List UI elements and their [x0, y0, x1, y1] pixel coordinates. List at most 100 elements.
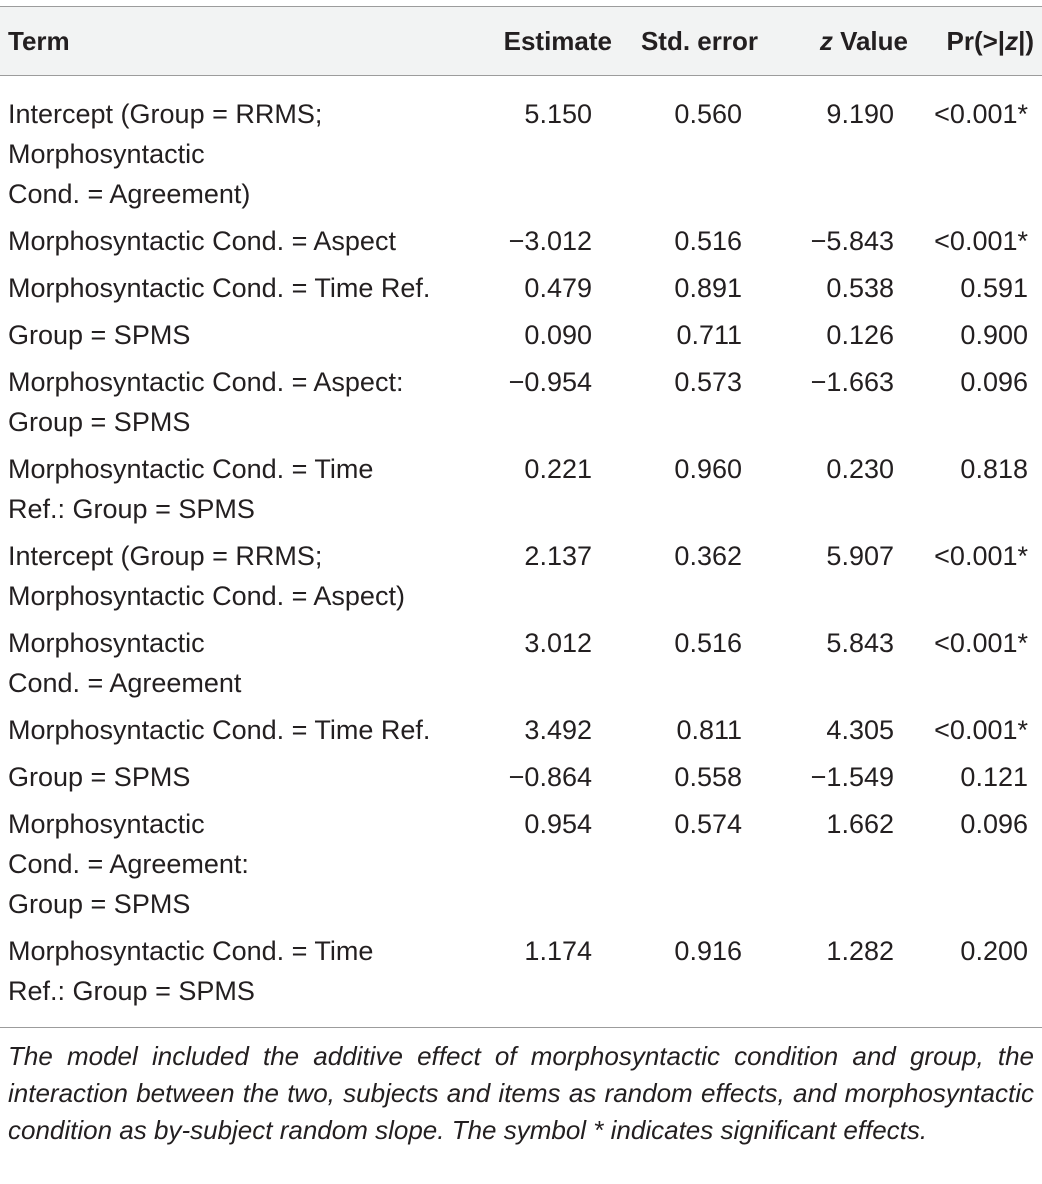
term-line: Morphosyntactic Cond. = Time [8, 454, 374, 484]
cell-term: Morphosyntactic Cond. = Agreement [0, 619, 470, 706]
cell-p-value: <0.001* [934, 99, 1028, 129]
cell-estimate: −3.012 [508, 226, 592, 256]
term-line: Morphosyntactic [8, 139, 205, 169]
term-line: Morphosyntactic Cond. = Time [8, 936, 374, 966]
cell-std-error: 0.573 [674, 367, 742, 397]
term-line: Cond. = Agreement: [8, 849, 249, 879]
results-table-figure: Term Estimate Std. error z Value Pr(>|z|… [0, 6, 1042, 1149]
cell-std-error: 0.916 [674, 936, 742, 966]
table-row: Morphosyntactic Cond. = Aspect: Group = S… [0, 358, 1042, 445]
cell-p-value: 0.096 [960, 367, 1028, 397]
cell-z-value: 9.190 [826, 99, 894, 129]
term-line: Morphosyntactic Cond. = Time Ref. [8, 273, 431, 303]
cell-z-value: −5.843 [810, 226, 894, 256]
table-footnote: The model included the additive effect o… [0, 1027, 1042, 1149]
cell-term: Intercept (Group = RRMS; Morphosyntactic … [0, 532, 470, 619]
header-row: Term Estimate Std. error z Value Pr(>|z|… [0, 6, 1042, 76]
term-line: Morphosyntactic Cond. = Time Ref. [8, 715, 431, 745]
cell-estimate: 3.492 [524, 715, 592, 745]
cell-std-error: 0.516 [674, 628, 742, 658]
term-line: Ref.: Group = SPMS [8, 976, 255, 1006]
cell-estimate: 1.174 [524, 936, 592, 966]
term-line: Group = SPMS [8, 407, 191, 437]
cell-std-error: 0.574 [674, 809, 742, 839]
term-line: Morphosyntactic Cond. = Aspect: [8, 367, 404, 397]
cell-std-error: 0.960 [674, 454, 742, 484]
cell-term: Morphosyntactic Cond. = Time Ref.: Group … [0, 927, 470, 1027]
cell-p-value: 0.900 [960, 320, 1028, 350]
table-row: Morphosyntactic Cond. = Time Ref. 3.492 0.… [0, 706, 1042, 753]
cell-term: Group = SPMS [0, 753, 470, 800]
cell-std-error: 0.891 [674, 273, 742, 303]
cell-estimate: −0.864 [508, 762, 592, 792]
table-row: Morphosyntactic Cond. = Time Ref.: Group … [0, 927, 1042, 1027]
cell-std-error: 0.558 [674, 762, 742, 792]
cell-term: Morphosyntactic Cond. = Time Ref. [0, 264, 470, 311]
cell-p-value: 0.591 [960, 273, 1028, 303]
header-p-prefix: Pr(>| [946, 25, 1006, 56]
cell-z-value: −1.549 [810, 762, 894, 792]
cell-std-error: 0.811 [676, 715, 742, 745]
cell-z-value: 5.843 [826, 628, 894, 658]
header-term: Term [8, 25, 70, 56]
term-line: Morphosyntactic Cond. = Aspect) [8, 581, 405, 611]
term-line: Cond. = Agreement [8, 668, 242, 698]
cell-z-value: 1.282 [826, 936, 894, 966]
table-body: Intercept (Group = RRMS; Morphosyntactic C… [0, 76, 1042, 1028]
cell-z-value: 4.305 [826, 715, 894, 745]
term-line: Intercept (Group = RRMS; [8, 541, 323, 571]
header-p-symbol: z [1005, 25, 1019, 56]
cell-p-value: <0.001* [934, 715, 1028, 745]
table-row: Morphosyntactic Cond. = Aspect −3.012 0.51… [0, 217, 1042, 264]
term-line: Morphosyntactic [8, 628, 205, 658]
term-line: Intercept (Group = RRMS; [8, 99, 323, 129]
cell-z-value: 0.126 [826, 320, 894, 350]
table-header: Term Estimate Std. error z Value Pr(>|z|… [0, 6, 1042, 76]
term-line: Morphosyntactic Cond. = Aspect [8, 226, 396, 256]
table-row: Intercept (Group = RRMS; Morphosyntactic C… [0, 76, 1042, 218]
cell-std-error: 0.362 [674, 541, 742, 571]
cell-p-value: <0.001* [934, 226, 1028, 256]
header-z-label: Value [832, 25, 908, 56]
cell-estimate: 0.954 [524, 809, 592, 839]
term-line: Cond. = Agreement) [8, 179, 251, 209]
cell-estimate: 5.150 [524, 99, 592, 129]
cell-p-value: 0.200 [960, 936, 1028, 966]
header-p-value: Pr(>|z|) [922, 7, 1042, 76]
term-line: Group = SPMS [8, 889, 191, 919]
cell-p-value: <0.001* [934, 541, 1028, 571]
header-estimate: Estimate [503, 25, 612, 56]
header-p-suffix: |) [1018, 25, 1034, 56]
header-z-symbol: z [819, 25, 833, 56]
results-table: Term Estimate Std. error z Value Pr(>|z|… [0, 6, 1042, 1027]
cell-term: Morphosyntactic Cond. = Time Ref.: Group … [0, 445, 470, 532]
term-line: Group = SPMS [8, 320, 191, 350]
cell-estimate: 0.221 [524, 454, 592, 484]
cell-std-error: 0.560 [674, 99, 742, 129]
cell-estimate: 2.137 [524, 541, 592, 571]
cell-estimate: 3.012 [524, 628, 592, 658]
cell-estimate: −0.954 [508, 367, 592, 397]
table-row: Group = SPMS −0.864 0.558 −1.549 0.121 [0, 753, 1042, 800]
cell-p-value: 0.818 [960, 454, 1028, 484]
cell-std-error: 0.516 [674, 226, 742, 256]
cell-p-value: <0.001* [934, 628, 1028, 658]
cell-estimate: 0.090 [524, 320, 592, 350]
cell-z-value: −1.663 [810, 367, 894, 397]
cell-std-error: 0.711 [676, 320, 742, 350]
cell-term: Intercept (Group = RRMS; Morphosyntactic C… [0, 76, 470, 218]
table-row: Group = SPMS 0.090 0.711 0.126 0.900 [0, 311, 1042, 358]
cell-term: Morphosyntactic Cond. = Agreement: Group =… [0, 800, 470, 927]
term-line: Morphosyntactic [8, 809, 205, 839]
term-line: Ref.: Group = SPMS [8, 494, 255, 524]
term-line: Group = SPMS [8, 762, 191, 792]
cell-z-value: 0.538 [826, 273, 894, 303]
table-row: Morphosyntactic Cond. = Time Ref.: Group … [0, 445, 1042, 532]
cell-term: Morphosyntactic Cond. = Aspect: Group = S… [0, 358, 470, 445]
cell-term: Group = SPMS [0, 311, 470, 358]
cell-term: Morphosyntactic Cond. = Aspect [0, 217, 470, 264]
cell-term: Morphosyntactic Cond. = Time Ref. [0, 706, 470, 753]
cell-estimate: 0.479 [524, 273, 592, 303]
cell-z-value: 5.907 [826, 541, 894, 571]
header-z-value: z Value [770, 7, 922, 76]
